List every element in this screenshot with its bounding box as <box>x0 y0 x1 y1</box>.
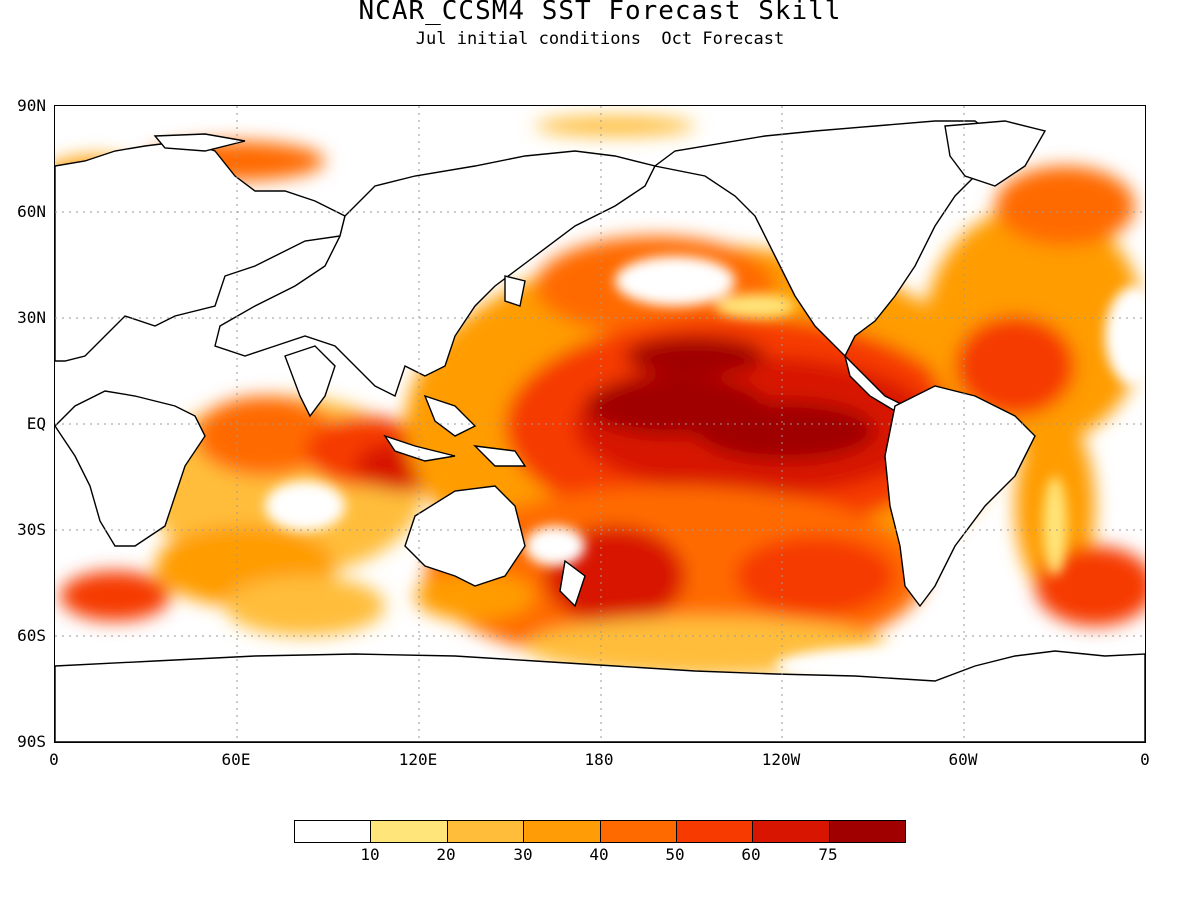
lon-label-120w: 120W <box>761 750 801 769</box>
colorbar-box <box>447 821 525 842</box>
colorbar-label: 75 <box>818 845 838 864</box>
colorbar-label: 40 <box>589 845 609 864</box>
colorbar-label: 20 <box>436 845 456 864</box>
continents <box>54 120 1146 743</box>
colorbar-box <box>295 821 372 842</box>
colorbar <box>294 820 906 843</box>
graticule <box>55 106 1145 742</box>
colorbar-box <box>829 821 905 842</box>
lat-label-90s: 90S <box>17 732 46 751</box>
colorbar-label: 50 <box>665 845 685 864</box>
colorbar-box <box>600 821 677 842</box>
lat-label-90n: 90N <box>17 96 46 115</box>
lon-label-0-right: 0 <box>1140 750 1150 769</box>
lon-label-120e: 120E <box>398 750 438 769</box>
colorbar-label: 30 <box>513 845 533 864</box>
lat-label-60n: 60N <box>17 202 46 221</box>
lat-label-30n: 30N <box>17 308 46 327</box>
colorbar-box <box>753 821 830 842</box>
colorbar-label: 10 <box>360 845 380 864</box>
lat-label-eq: EQ <box>26 414 46 433</box>
colorbar-box <box>524 821 601 842</box>
lon-label-0-left: 0 <box>49 750 59 769</box>
lat-label-30s: 30S <box>17 520 46 539</box>
lon-label-60e: 60E <box>221 750 251 769</box>
lon-label-60w: 60W <box>948 750 978 769</box>
lat-label-60s: 60S <box>17 626 46 645</box>
colorbar-label: 60 <box>741 845 761 864</box>
map-subtitle: Jul initial conditions Oct Forecast <box>415 29 785 49</box>
sst-skill-map <box>35 105 1165 743</box>
colorbar-box <box>676 821 754 842</box>
map-title: NCAR_CCSM4 SST Forecast Skill <box>358 0 842 26</box>
colorbar-box <box>371 821 448 842</box>
map-svg <box>35 106 1165 743</box>
lon-label-180: 180 <box>584 750 614 769</box>
